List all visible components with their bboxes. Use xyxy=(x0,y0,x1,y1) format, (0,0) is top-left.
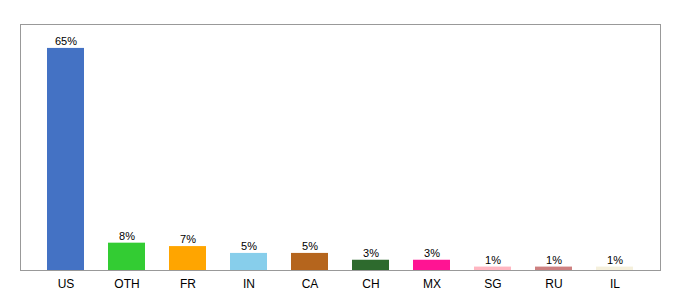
svg-text:3%: 3% xyxy=(363,247,379,259)
svg-text:MX: MX xyxy=(423,277,441,291)
svg-text:US: US xyxy=(58,277,75,291)
svg-text:5%: 5% xyxy=(241,240,257,252)
svg-text:CH: CH xyxy=(362,277,379,291)
svg-text:8%: 8% xyxy=(119,230,135,242)
svg-text:1%: 1% xyxy=(546,254,562,266)
svg-text:IN: IN xyxy=(243,277,255,291)
svg-text:RU: RU xyxy=(545,277,562,291)
svg-text:SG: SG xyxy=(484,277,501,291)
svg-text:FR: FR xyxy=(180,277,196,291)
svg-text:1%: 1% xyxy=(607,254,623,266)
svg-text:1%: 1% xyxy=(485,254,501,266)
svg-text:7%: 7% xyxy=(180,233,196,245)
svg-text:65%: 65% xyxy=(55,35,77,47)
svg-text:IL: IL xyxy=(610,277,620,291)
svg-text:OTH: OTH xyxy=(114,277,139,291)
svg-text:5%: 5% xyxy=(302,240,318,252)
svg-text:CA: CA xyxy=(302,277,319,291)
svg-text:3%: 3% xyxy=(424,247,440,259)
